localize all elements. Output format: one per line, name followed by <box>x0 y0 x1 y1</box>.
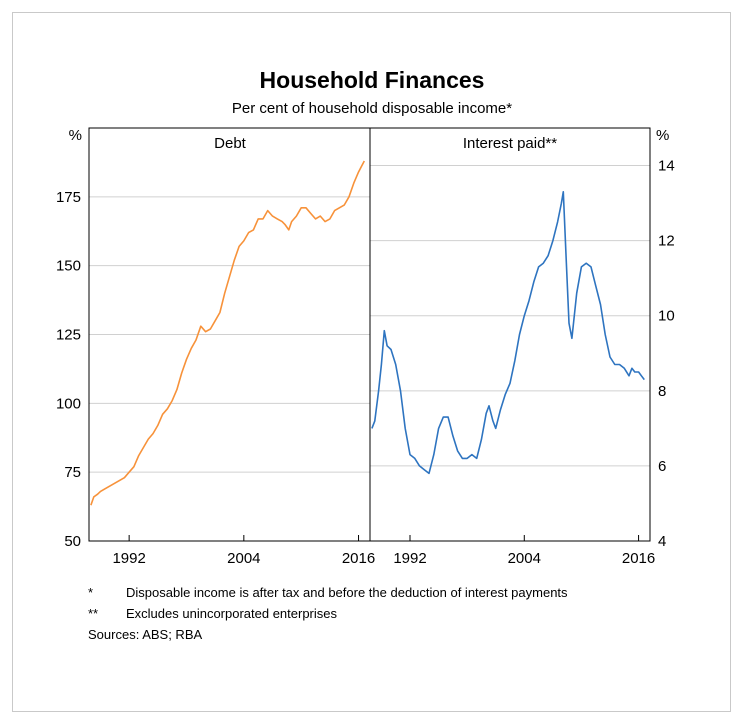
y-tick-label: 4 <box>658 533 666 550</box>
footnote-2: ** Excludes unincorporated enterprises <box>88 606 668 622</box>
x-tick-label: 2004 <box>227 550 260 567</box>
left-panel-title: Debt <box>214 135 247 152</box>
y-tick-label: 125 <box>56 327 81 344</box>
y-tick-label: 50 <box>64 533 81 550</box>
chart-labels: Household Finances Per cent of household… <box>56 67 675 567</box>
y-tick-label: 75 <box>64 464 81 481</box>
right-unit-label: % <box>656 127 669 144</box>
y-tick-label: 6 <box>658 458 666 475</box>
interest-series-line <box>371 191 645 475</box>
y-tick-label: 12 <box>658 233 675 250</box>
y-tick-label: 14 <box>658 158 675 175</box>
y-tick-label: 100 <box>56 395 81 412</box>
chart-subtitle: Per cent of household disposable income* <box>232 100 512 117</box>
footnote-2-text: Excludes unincorporated enterprises <box>126 606 338 621</box>
series-lines <box>90 160 645 506</box>
y-tick-label: 175 <box>56 189 81 206</box>
left-unit-label: % <box>69 127 82 144</box>
chart-title: Household Finances <box>260 67 485 93</box>
plot-borders <box>88 127 651 542</box>
gridlines <box>89 165 650 473</box>
x-tick-label: 1992 <box>393 550 426 567</box>
y-tick-label: 150 <box>56 258 81 275</box>
footnote-1-text: Disposable income is after tax and befor… <box>126 585 568 600</box>
debt-series-line <box>90 160 366 506</box>
y-tick-label: 10 <box>658 308 675 325</box>
chart-frame <box>12 12 731 712</box>
footnote-2-mark: ** <box>88 606 99 621</box>
right-panel-title: Interest paid** <box>463 135 557 152</box>
footnote-1: * Disposable income is after tax and bef… <box>88 585 668 601</box>
x-tick-label: 2016 <box>622 550 655 567</box>
footnote-1-mark: * <box>88 585 94 600</box>
y-tick-label: 8 <box>658 383 666 400</box>
x-tick-label: 1992 <box>112 550 145 567</box>
footnotes: * Disposable income is after tax and bef… <box>88 585 668 643</box>
sources-line: Sources: ABS; RBA <box>88 627 203 642</box>
x-tick-label: 2004 <box>508 550 541 567</box>
x-tick-label: 2016 <box>342 550 375 567</box>
